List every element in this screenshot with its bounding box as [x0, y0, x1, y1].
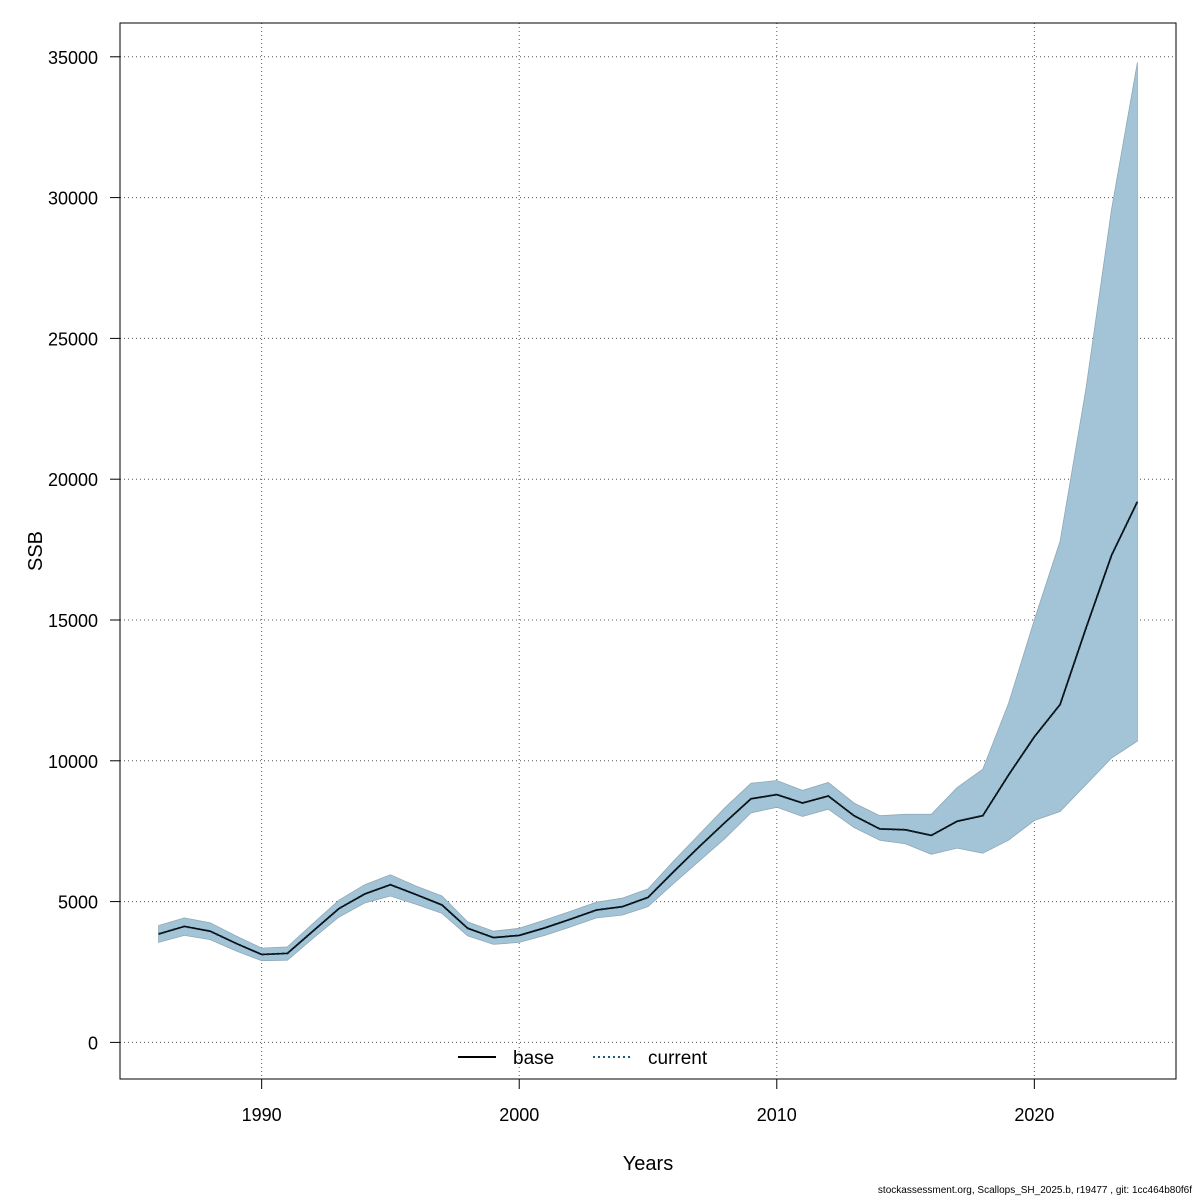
legend-label-base: base — [513, 1048, 554, 1069]
x-axis-title: Years — [623, 1153, 673, 1175]
y-tick-label: 25000 — [48, 329, 98, 349]
plot-frame — [119, 22, 1177, 1080]
y-tick-label: 10000 — [48, 752, 98, 772]
y-tick-label: 20000 — [48, 470, 98, 490]
y-tick-label: 30000 — [48, 189, 98, 209]
x-tick-label: 1990 — [242, 1105, 282, 1125]
footer-credit: stockassessment.org, Scallops_SH_2025.b,… — [877, 1185, 1192, 1196]
y-axis-title: SSB — [25, 531, 47, 571]
x-tick-label: 2010 — [757, 1105, 797, 1125]
grid-lines — [120, 23, 1176, 1079]
x-axis: 1990 2000 2010 2020 — [242, 1079, 1054, 1125]
confidence-band — [158, 62, 1138, 962]
series-line-current — [158, 501, 1139, 956]
x-tick-label: 2000 — [499, 1105, 539, 1125]
y-tick-label: 35000 — [48, 48, 98, 68]
legend-label-current: current — [648, 1048, 708, 1069]
y-tick-label: 5000 — [58, 893, 98, 913]
y-tick-label: 0 — [88, 1033, 98, 1053]
y-axis: 0 5000 10000 15000 20000 25000 30000 35000 — [48, 48, 120, 1053]
x-tick-label: 2020 — [1014, 1105, 1054, 1125]
series-line-base — [158, 501, 1139, 956]
y-tick-label: 15000 — [48, 611, 98, 631]
series-lines — [158, 501, 1139, 956]
legend: base current — [458, 1048, 708, 1069]
